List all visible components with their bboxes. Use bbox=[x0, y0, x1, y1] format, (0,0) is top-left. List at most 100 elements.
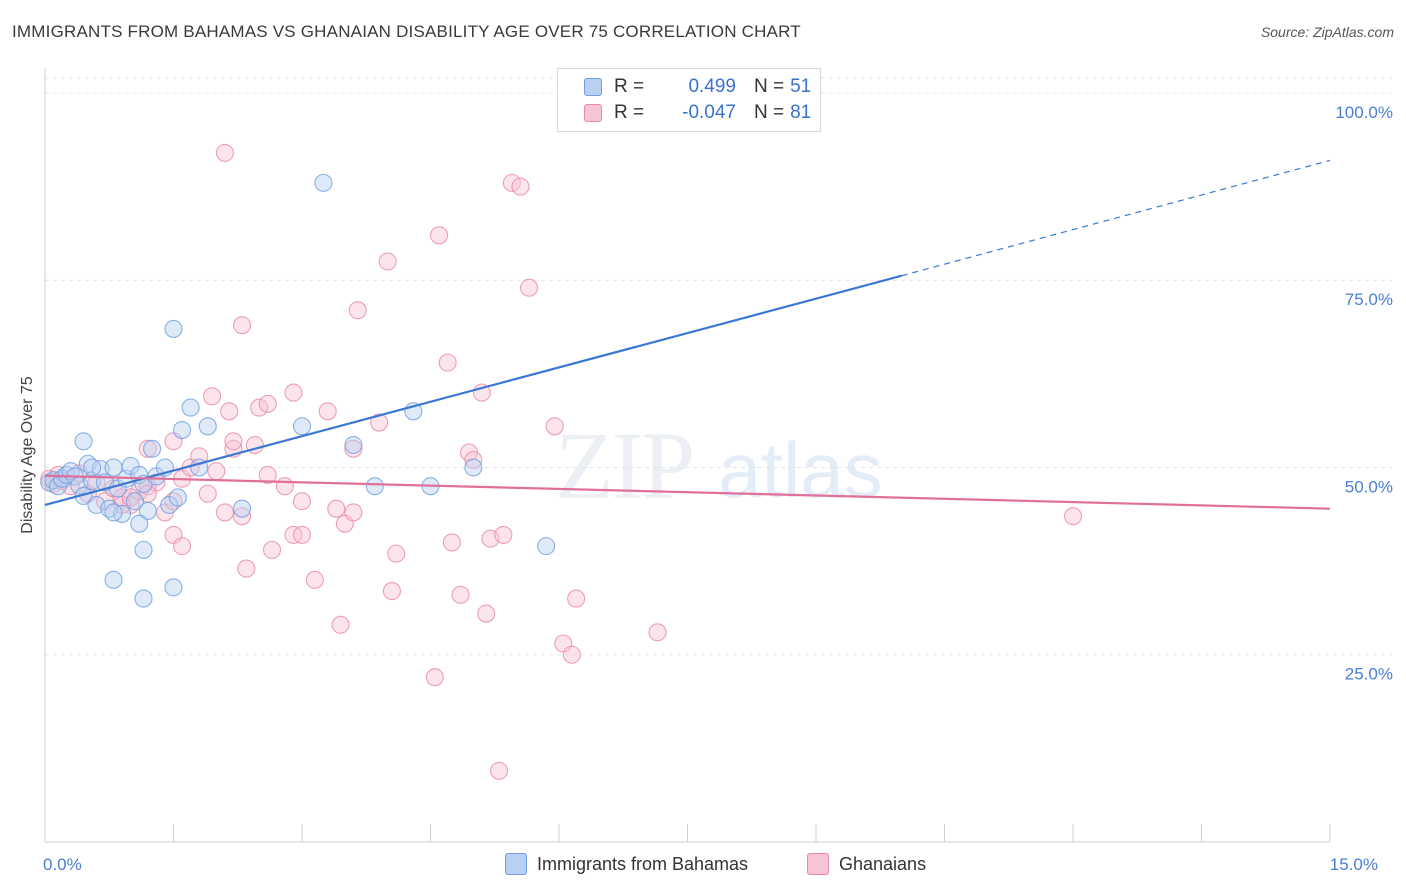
ghanaians-point bbox=[198, 484, 217, 503]
ghanaians-point bbox=[451, 585, 470, 604]
ghanaians-point bbox=[215, 143, 234, 162]
ghanaians-point bbox=[262, 540, 282, 559]
ghanaians-point bbox=[327, 499, 346, 518]
ghanaians-point bbox=[519, 278, 539, 297]
legend-n-label: N = bbox=[754, 102, 785, 123]
ghanaians-point bbox=[203, 387, 222, 406]
legend-swatch-blue bbox=[584, 78, 602, 96]
ghanaians-point bbox=[224, 432, 243, 451]
ghanaians-trend-line bbox=[44, 474, 1331, 510]
ghanaians-point bbox=[442, 533, 461, 552]
ghanaians-point bbox=[494, 525, 513, 544]
bahamas-point bbox=[232, 499, 252, 518]
series-name-bahamas: Immigrants from Bahamas bbox=[537, 853, 749, 874]
bahamas-point bbox=[464, 458, 483, 477]
y-tick-label: 25.0% bbox=[1345, 665, 1393, 684]
ghanaians-point bbox=[438, 353, 457, 372]
ghanaians-point bbox=[318, 402, 337, 421]
bahamas-point bbox=[74, 432, 93, 451]
tick-labels: 25.0% 50.0% 75.0% 100.0% 0.0% 15.0% bbox=[43, 103, 1393, 874]
watermark-zip: ZIP bbox=[555, 412, 695, 519]
ghanaians-point bbox=[237, 559, 256, 578]
series-swatch-blue bbox=[505, 853, 527, 875]
bahamas-point bbox=[344, 435, 363, 455]
legend-swatch-pink bbox=[584, 104, 602, 122]
ghanaians-point bbox=[348, 301, 367, 320]
bahamas-point bbox=[164, 319, 183, 338]
chart-title: IMMIGRANTS FROM BAHAMAS VS GHANAIAN DISA… bbox=[12, 22, 801, 41]
ghanaians-point bbox=[215, 503, 234, 522]
ghanaians-point bbox=[232, 316, 252, 335]
ghanaians-point bbox=[220, 402, 239, 421]
bahamas-point bbox=[104, 570, 123, 589]
bahamas-point bbox=[198, 417, 217, 436]
legend-r-value-bahamas: 0.499 bbox=[688, 76, 736, 97]
ghanaians-point bbox=[207, 462, 226, 481]
ghanaians-point bbox=[232, 507, 252, 526]
ghanaians-point bbox=[344, 503, 363, 522]
ghanaians-point bbox=[138, 439, 157, 458]
ghanaians-point bbox=[502, 173, 521, 192]
bahamas-point bbox=[365, 477, 384, 496]
bahamas-point bbox=[143, 439, 162, 458]
ghanaians-point bbox=[477, 604, 496, 623]
ghanaians-point bbox=[275, 477, 294, 496]
ghanaians-point bbox=[562, 645, 581, 664]
bahamas-point bbox=[134, 540, 153, 559]
ghanaians-point bbox=[250, 398, 269, 417]
ghanaians-point bbox=[344, 439, 363, 458]
bahamas-point bbox=[138, 501, 157, 520]
legend-n-value-ghanaians: 81 bbox=[790, 102, 812, 123]
bahamas-point bbox=[134, 589, 153, 608]
y-tick-label: 100.0% bbox=[1335, 103, 1393, 122]
bahamas-point bbox=[292, 417, 312, 436]
correlation-legend: R = 0.499 N = 51 R = -0.047 N = 81 bbox=[557, 68, 821, 132]
ghanaians-point bbox=[464, 450, 483, 470]
series-legend-bahamas: Immigrants from Bahamas bbox=[505, 852, 748, 876]
ghanaians-point bbox=[378, 252, 397, 271]
bahamas-points bbox=[40, 87, 813, 608]
series-swatch-pink bbox=[807, 853, 829, 875]
ghanaians-point bbox=[331, 615, 350, 634]
legend-r-label: R = bbox=[614, 102, 645, 123]
ghanaians-point bbox=[305, 570, 324, 589]
chart-source: Source: ZipAtlas.com bbox=[1260, 24, 1394, 40]
bahamas-point bbox=[537, 537, 556, 556]
ghanaians-point bbox=[387, 544, 406, 563]
ghanaians-point bbox=[284, 383, 303, 402]
ghanaians-point bbox=[1063, 507, 1083, 526]
y-tick-label: 50.0% bbox=[1345, 477, 1393, 496]
ghanaians-point bbox=[382, 582, 402, 601]
ghanaians-point bbox=[370, 413, 389, 432]
legend-n-value-bahamas: 51 bbox=[790, 76, 812, 97]
series-legend-ghanaians: Ghanaians bbox=[807, 852, 926, 876]
y-tick-label: 75.0% bbox=[1345, 290, 1393, 309]
bahamas-point bbox=[104, 503, 123, 522]
ghanaians-point bbox=[292, 525, 312, 544]
legend-n-label: N = bbox=[754, 76, 785, 97]
ghanaians-point bbox=[567, 589, 586, 608]
trend-lines bbox=[44, 159, 1331, 510]
bahamas-point bbox=[173, 420, 192, 440]
ghanaians-point bbox=[648, 623, 667, 642]
ghanaians-point bbox=[425, 668, 444, 687]
bahamas-point bbox=[83, 458, 102, 477]
ghanaians-point bbox=[545, 417, 564, 436]
legend-r-label: R = bbox=[614, 76, 645, 97]
ghanaians-point bbox=[292, 492, 312, 511]
bahamas-point bbox=[164, 578, 183, 597]
watermark-atlas: atlas bbox=[718, 426, 883, 514]
bahamas-point bbox=[181, 398, 200, 417]
ghanaians-point bbox=[489, 761, 509, 780]
x-tick-label: 0.0% bbox=[43, 855, 82, 874]
legend-r-value-ghanaians: -0.047 bbox=[682, 102, 736, 123]
series-name-ghanaians: Ghanaians bbox=[839, 853, 927, 874]
legend-row-bahamas: R = 0.499 N = 51 bbox=[584, 75, 811, 99]
ghanaians-point bbox=[258, 465, 277, 485]
ghanaians-point bbox=[258, 394, 277, 413]
bahamas-point bbox=[168, 488, 187, 507]
x-tick-label: 15.0% bbox=[1330, 855, 1378, 874]
bahamas-point bbox=[314, 173, 333, 192]
bahamas-trend-line bbox=[44, 274, 902, 507]
